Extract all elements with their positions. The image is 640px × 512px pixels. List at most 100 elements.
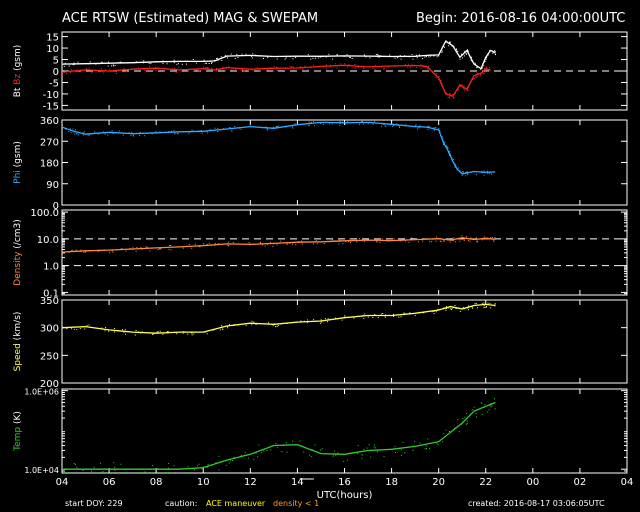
- data-dot: [487, 173, 489, 175]
- start-doy: start DOY: 229: [65, 499, 123, 508]
- data-dot: [257, 456, 259, 458]
- data-dot: [272, 245, 274, 247]
- data-dot: [66, 73, 67, 75]
- data-dot: [307, 54, 309, 56]
- data-dot: [418, 311, 420, 313]
- data-dot: [444, 90, 446, 92]
- data-dot: [433, 127, 435, 129]
- data-dot: [205, 67, 206, 69]
- data-dot: [475, 74, 477, 76]
- data-dot: [374, 68, 376, 70]
- data-dot: [490, 403, 492, 405]
- data-dot: [464, 50, 466, 52]
- data-dot: [487, 170, 489, 172]
- data-dot: [444, 41, 446, 43]
- data-dot: [227, 241, 229, 243]
- data-dot: [439, 240, 441, 242]
- data-dot: [484, 70, 486, 72]
- data-dot: [263, 58, 264, 59]
- data-dot: [174, 68, 176, 70]
- data-dot: [226, 326, 228, 327]
- data-dot: [438, 128, 440, 130]
- data-dot: [73, 130, 75, 132]
- data-dot: [443, 240, 444, 242]
- data-dot: [310, 67, 312, 69]
- data-dot: [100, 472, 102, 473]
- data-dot: [411, 237, 413, 239]
- xtick-label: 00: [526, 477, 539, 488]
- data-dot: [111, 65, 112, 67]
- data-dot: [428, 126, 430, 128]
- chart-title: ACE RTSW (Estimated) MAG & SWEPAM: [62, 11, 319, 26]
- data-dot: [249, 125, 251, 127]
- xtick-label: 02: [574, 477, 587, 488]
- data-dot: [361, 457, 363, 459]
- data-dot: [394, 446, 396, 448]
- data-dot: [362, 315, 364, 316]
- data-dot: [331, 123, 333, 125]
- data-dot: [292, 440, 294, 442]
- data-dot: [179, 60, 181, 62]
- data-dot: [494, 398, 495, 400]
- data-dot: [134, 334, 136, 336]
- data-dot: [218, 243, 220, 245]
- data-dot: [166, 63, 168, 65]
- data-dot: [350, 240, 352, 242]
- data-dot: [461, 84, 463, 86]
- data-dot: [182, 247, 184, 249]
- xtick-label: 08: [150, 477, 163, 488]
- data-dot: [460, 172, 462, 174]
- data-dot: [312, 55, 314, 57]
- data-dot: [468, 239, 470, 241]
- data-dot: [458, 307, 460, 309]
- data-dot: [188, 133, 190, 135]
- data-dot: [286, 242, 288, 244]
- data-dot: [364, 313, 366, 315]
- series-phi: [61, 121, 496, 175]
- data-dot: [343, 460, 345, 462]
- data-dot: [100, 68, 102, 70]
- data-dot: [235, 68, 237, 70]
- series-bz: [61, 64, 491, 97]
- data-dot: [356, 65, 358, 67]
- data-dot: [398, 126, 400, 128]
- data-dot: [398, 316, 400, 318]
- data-dot: [243, 454, 245, 456]
- data-dot: [420, 64, 422, 66]
- data-dot: [294, 55, 296, 57]
- data-dot: [436, 236, 438, 238]
- data-dot: [115, 70, 117, 72]
- data-dot: [131, 131, 133, 133]
- data-dot: [483, 406, 485, 408]
- data-dot: [178, 63, 179, 65]
- data-dot: [400, 240, 402, 242]
- data-dot: [158, 472, 160, 473]
- data-dot: [192, 68, 194, 70]
- data-dot: [101, 61, 103, 63]
- data-dot: [245, 53, 247, 55]
- data-dot: [435, 240, 437, 242]
- data-dot: [465, 175, 467, 177]
- data-dot: [221, 243, 223, 245]
- data-dot: [301, 240, 303, 242]
- data-dot: [475, 237, 477, 239]
- data-dot: [356, 452, 358, 454]
- data-dot: [465, 52, 467, 54]
- data-dot: [286, 451, 288, 453]
- data-dot: [455, 51, 457, 53]
- data-dot: [340, 453, 342, 455]
- data-dot: [272, 127, 274, 129]
- data-dot: [292, 126, 293, 128]
- data-dot: [486, 237, 488, 239]
- data-dot: [189, 246, 191, 248]
- data-dot: [483, 170, 485, 172]
- data-dot: [125, 70, 127, 72]
- data-dot: [113, 331, 115, 333]
- data-dot: [348, 64, 350, 65]
- data-dot: [370, 456, 372, 458]
- data-dot: [463, 85, 465, 87]
- data-dot: [376, 451, 378, 453]
- data-dot: [463, 87, 465, 89]
- data-dot: [449, 308, 451, 310]
- data-dot: [359, 123, 360, 125]
